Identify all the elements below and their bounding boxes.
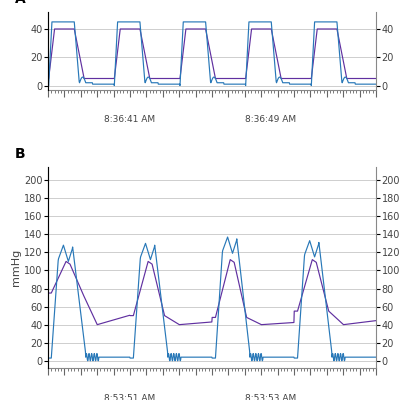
Text: 8:53:53 AM: 8:53:53 AM bbox=[246, 394, 297, 400]
Text: B: B bbox=[15, 146, 26, 160]
Text: 8:53:51 AM: 8:53:51 AM bbox=[104, 394, 156, 400]
Y-axis label: mmHg: mmHg bbox=[11, 249, 21, 286]
Text: 8:36:49 AM: 8:36:49 AM bbox=[246, 115, 297, 124]
Text: 8:36:41 AM: 8:36:41 AM bbox=[104, 115, 156, 124]
Text: A: A bbox=[15, 0, 26, 6]
